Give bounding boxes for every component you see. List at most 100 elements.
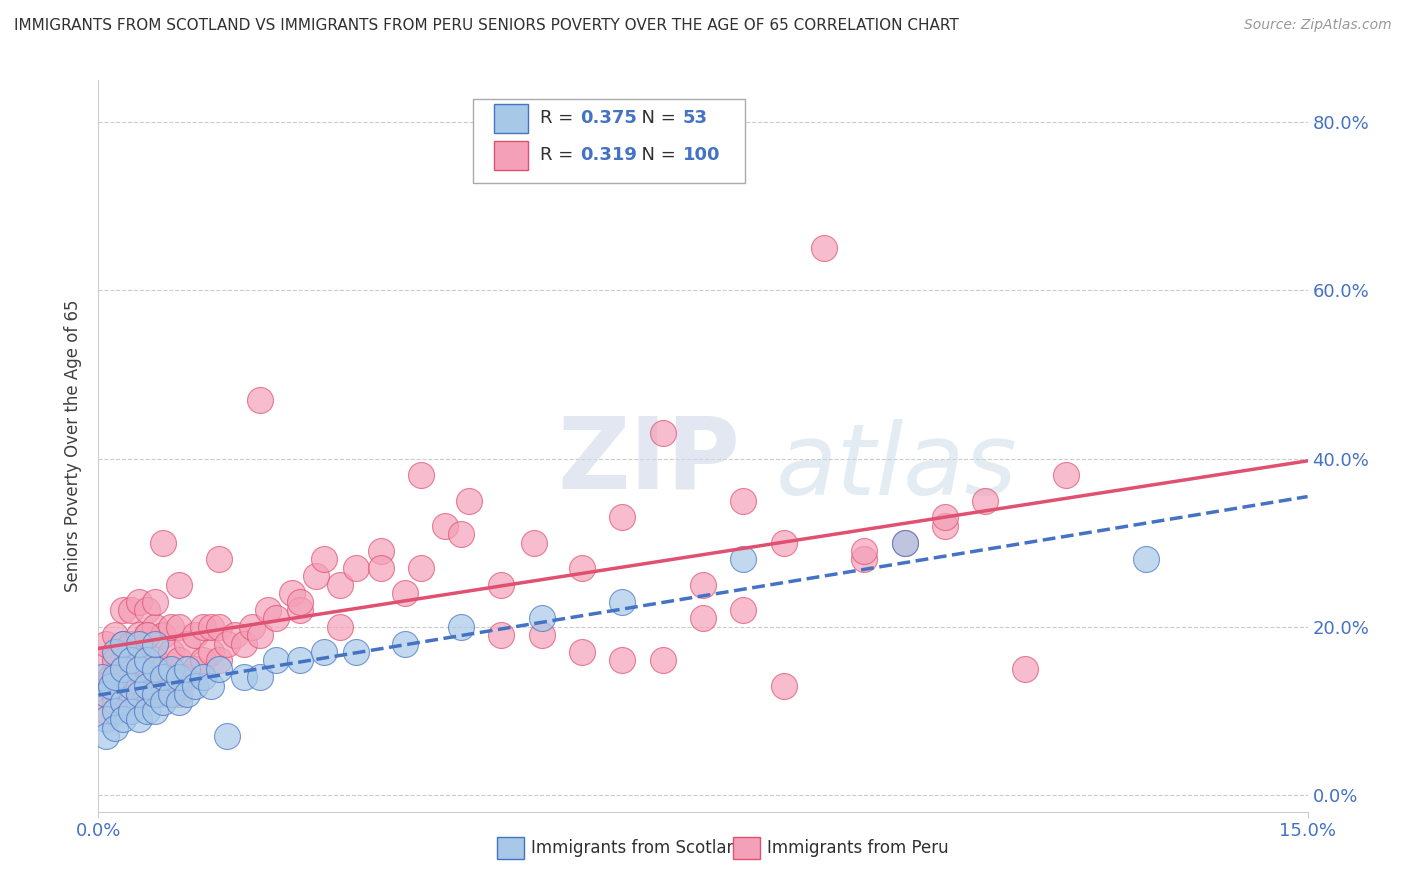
Point — [135, 603, 157, 617]
Point — [143, 704, 166, 718]
Point — [651, 426, 673, 441]
Point — [344, 645, 367, 659]
Point — [128, 594, 150, 608]
Point — [111, 636, 134, 650]
Point — [111, 712, 134, 726]
Point — [111, 662, 134, 676]
Point — [103, 628, 125, 642]
Point — [288, 594, 311, 608]
Point — [264, 653, 287, 667]
Point — [314, 552, 336, 566]
Text: IMMIGRANTS FROM SCOTLAND VS IMMIGRANTS FROM PERU SENIORS POVERTY OVER THE AGE OF: IMMIGRANTS FROM SCOTLAND VS IMMIGRANTS F… — [14, 18, 959, 33]
Point — [458, 493, 481, 508]
Point — [128, 653, 150, 667]
Point — [523, 535, 546, 549]
Bar — [494, 141, 527, 169]
Point — [208, 552, 231, 566]
Point — [128, 636, 150, 650]
Point — [120, 695, 142, 709]
Point — [733, 603, 755, 617]
Point — [167, 670, 190, 684]
Point — [176, 670, 198, 684]
Point — [281, 586, 304, 600]
Point — [853, 552, 876, 566]
Bar — [734, 838, 759, 859]
Point — [128, 687, 150, 701]
Point — [120, 653, 142, 667]
Point — [160, 679, 183, 693]
Point — [143, 679, 166, 693]
Point — [135, 687, 157, 701]
Point — [120, 704, 142, 718]
Point — [394, 586, 416, 600]
Point — [111, 695, 134, 709]
Point — [143, 662, 166, 676]
Point — [167, 620, 190, 634]
Point — [143, 636, 166, 650]
Point — [612, 510, 634, 524]
Point — [96, 729, 118, 743]
Text: 100: 100 — [682, 146, 720, 164]
Text: atlas: atlas — [776, 419, 1017, 516]
Point — [1135, 552, 1157, 566]
Point — [853, 544, 876, 558]
Point — [934, 519, 956, 533]
Point — [394, 636, 416, 650]
Point — [409, 468, 432, 483]
Point — [128, 628, 150, 642]
Point — [152, 535, 174, 549]
Point — [167, 653, 190, 667]
Point — [100, 670, 122, 684]
Text: Immigrants from Peru: Immigrants from Peru — [768, 839, 949, 857]
Point — [217, 729, 239, 743]
Point — [135, 679, 157, 693]
Point — [167, 695, 190, 709]
Point — [120, 603, 142, 617]
Point — [184, 679, 207, 693]
Point — [152, 687, 174, 701]
Point — [772, 679, 794, 693]
Point — [160, 645, 183, 659]
Point — [193, 653, 215, 667]
Point — [232, 670, 254, 684]
Point — [184, 628, 207, 642]
Point — [103, 721, 125, 735]
Point — [135, 628, 157, 642]
Point — [200, 620, 222, 634]
Point — [143, 594, 166, 608]
Point — [160, 620, 183, 634]
Point — [160, 687, 183, 701]
Point — [893, 535, 915, 549]
FancyBboxPatch shape — [474, 99, 745, 183]
Point — [530, 611, 553, 625]
Point — [91, 653, 114, 667]
Point — [128, 712, 150, 726]
Point — [135, 653, 157, 667]
Point — [120, 636, 142, 650]
Point — [934, 510, 956, 524]
Point — [200, 679, 222, 693]
Point — [1054, 468, 1077, 483]
Point — [249, 628, 271, 642]
Point — [612, 653, 634, 667]
Point — [143, 620, 166, 634]
Point — [96, 679, 118, 693]
Point — [530, 628, 553, 642]
Text: 53: 53 — [682, 110, 707, 128]
Point — [152, 662, 174, 676]
Point — [103, 670, 125, 684]
Bar — [498, 838, 524, 859]
Point — [193, 620, 215, 634]
Point — [733, 552, 755, 566]
Point — [249, 670, 271, 684]
Point — [152, 628, 174, 642]
Point — [120, 679, 142, 693]
Point — [249, 392, 271, 407]
Point — [208, 662, 231, 676]
Point — [111, 603, 134, 617]
Point — [135, 628, 157, 642]
Point — [450, 620, 472, 634]
Point — [143, 653, 166, 667]
Text: N =: N = — [630, 110, 682, 128]
Text: Immigrants from Scotland: Immigrants from Scotland — [531, 839, 748, 857]
